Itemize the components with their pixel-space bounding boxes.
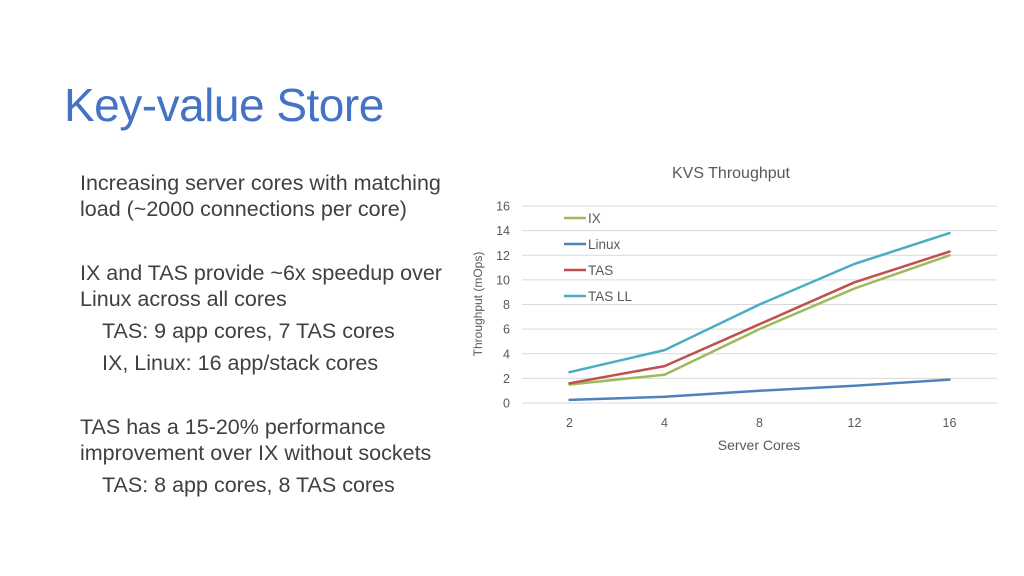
x-axis-ticks: 2 4 8 12 16 bbox=[566, 416, 956, 430]
x-tick-label: 12 bbox=[848, 416, 862, 430]
bullet-text: Increasing server cores with matching lo… bbox=[80, 171, 441, 221]
sub-bullet-text: TAS: 8 app cores, 8 TAS cores bbox=[102, 473, 395, 497]
chart-title: KVS Throughput bbox=[672, 165, 791, 182]
y-tick-label: 10 bbox=[496, 273, 510, 287]
chart-series bbox=[568, 231, 951, 402]
bullet-text: TAS has a 15-20% performance improvement… bbox=[80, 415, 432, 465]
legend-label: TAS LL bbox=[588, 289, 633, 304]
y-tick-label: 6 bbox=[503, 323, 510, 337]
legend-label: Linux bbox=[588, 237, 621, 252]
y-axis-ticks: 0 2 4 6 8 10 12 14 16 bbox=[496, 200, 510, 411]
slide-body: Increasing server cores with matching lo… bbox=[80, 170, 480, 498]
bullet-text: IX and TAS provide ~6x speedup over Linu… bbox=[80, 261, 442, 311]
y-tick-label: 4 bbox=[503, 347, 510, 361]
x-axis-label: Server Cores bbox=[718, 437, 800, 453]
series-line-linux bbox=[568, 378, 951, 402]
series-line-tas-ll bbox=[568, 231, 951, 374]
y-tick-label: 14 bbox=[496, 224, 510, 238]
legend-label: TAS bbox=[588, 263, 613, 278]
x-tick-label: 2 bbox=[566, 416, 573, 430]
y-tick-label: 16 bbox=[496, 200, 510, 214]
sub-bullet-text: TAS: 9 app cores, 7 TAS cores bbox=[102, 319, 395, 343]
sub-bullet-text: IX, Linux: 16 app/stack cores bbox=[102, 351, 379, 375]
y-tick-label: 8 bbox=[503, 298, 510, 312]
y-tick-label: 2 bbox=[503, 372, 510, 386]
x-tick-label: 4 bbox=[661, 416, 668, 430]
legend-label: IX bbox=[588, 211, 601, 226]
x-tick-label: 16 bbox=[943, 416, 957, 430]
slide-title: Key-value Store bbox=[64, 79, 384, 131]
kvs-throughput-chart: KVS Throughput 0 2 4 6 8 10 12 14 16 2 4 8 12 16 IX L… bbox=[471, 165, 997, 453]
series-line-tas bbox=[568, 250, 951, 385]
y-axis-label: Throughput (mOps) bbox=[471, 252, 485, 357]
x-tick-label: 8 bbox=[756, 416, 763, 430]
series-line-ix bbox=[568, 254, 951, 386]
y-tick-label: 12 bbox=[496, 249, 510, 263]
chart-legend: IX Linux TAS TAS LL bbox=[564, 211, 633, 304]
y-tick-label: 0 bbox=[503, 397, 510, 411]
